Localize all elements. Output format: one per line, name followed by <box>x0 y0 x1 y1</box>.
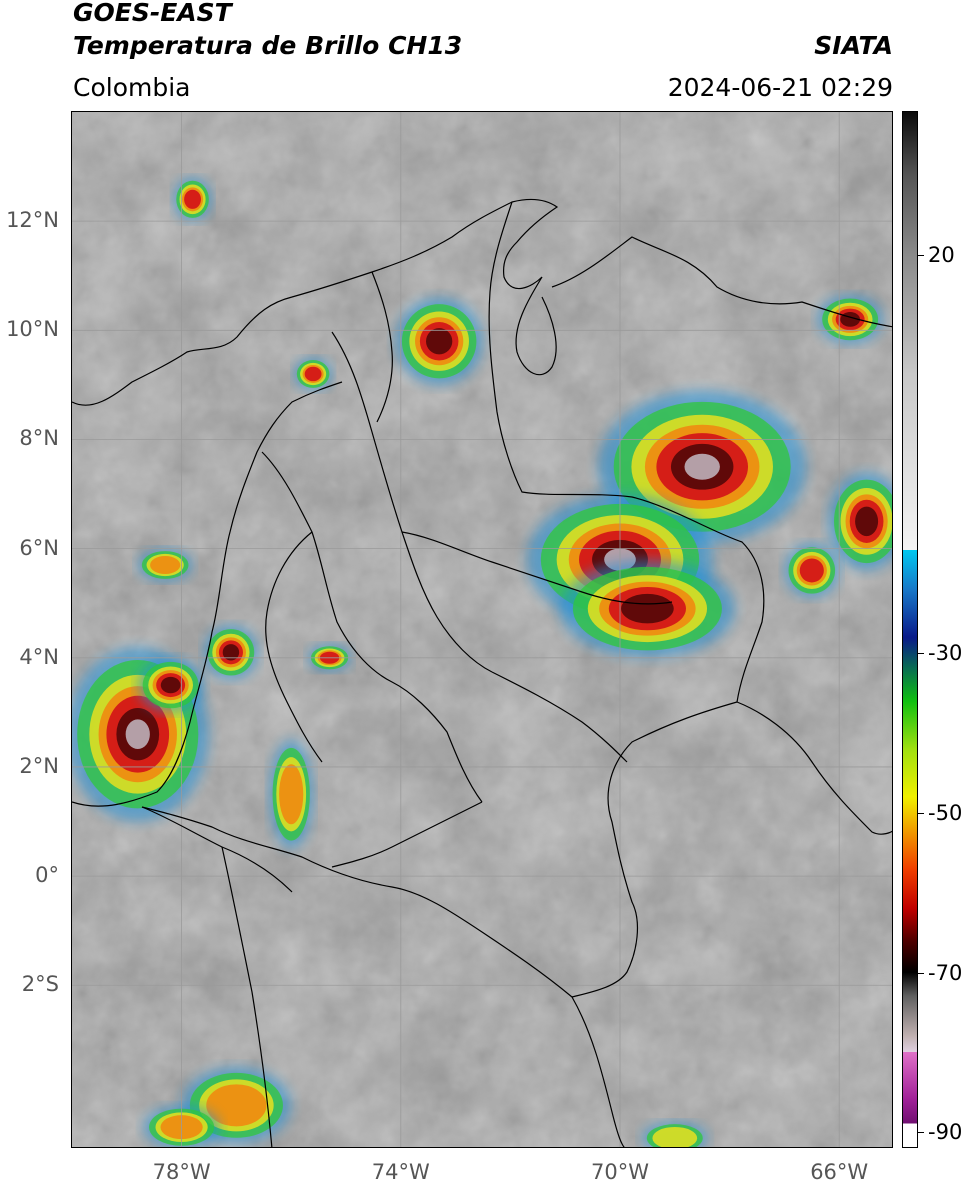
border-internal-7 <box>221 846 273 1147</box>
borders <box>72 198 892 1147</box>
colorbar-tick-label: -90 <box>928 1120 963 1145</box>
storm-cell <box>828 472 892 571</box>
colorbar-tick-mark <box>918 254 924 256</box>
colorbar-tick-mark <box>918 653 924 655</box>
coastline-caribbean <box>72 198 559 406</box>
colorbar-tick-label: 20 <box>928 242 955 267</box>
storm-ring <box>206 1084 267 1127</box>
colorbar-tick-label: -50 <box>928 800 963 825</box>
storm-cell <box>203 625 259 680</box>
lon-tick-label: 78°W <box>152 1160 211 1184</box>
storm-cell <box>559 559 736 658</box>
storm-ring <box>855 506 879 537</box>
lat-tick-label: 10°N <box>6 317 59 342</box>
satellite-map <box>71 111 893 1148</box>
colorbar-tick-mark <box>918 972 924 974</box>
colorbar-tick-label: -30 <box>928 641 963 666</box>
lon-tick-label: 66°W <box>810 1160 869 1184</box>
border-internal-6 <box>491 671 628 763</box>
storm-cell <box>641 1121 708 1147</box>
colorbar-tick-label: -70 <box>928 960 963 985</box>
agency-label: SIATA <box>814 31 893 60</box>
storm-ring <box>222 644 240 661</box>
coastline-pacific <box>72 381 343 807</box>
border-internal-4 <box>265 531 323 763</box>
region-label: Colombia <box>73 73 191 102</box>
border-internal-5 <box>331 801 483 868</box>
storm-ring <box>621 593 674 624</box>
storm-ring <box>184 189 201 209</box>
storm-cell <box>395 297 483 385</box>
storm-cell <box>269 739 314 849</box>
lat-tick-label: 6°N <box>19 535 59 560</box>
storm-cell <box>598 390 807 544</box>
lat-tick-label: 4°N <box>19 644 59 669</box>
storm-ring <box>426 328 453 355</box>
border-internal-8 <box>371 271 393 423</box>
coastline-venezuela <box>551 236 892 328</box>
datetime-label: 2024-06-21 02:29 <box>667 73 893 102</box>
storm-cell <box>817 294 884 344</box>
coastline-lake <box>515 276 557 376</box>
border-internal-3 <box>401 531 673 605</box>
border-colombia-venezuela <box>488 201 765 703</box>
storm-ring <box>304 366 322 382</box>
border-venezuela-brazil <box>736 701 892 835</box>
storm-cell <box>173 177 212 222</box>
storm-ring <box>799 558 824 583</box>
cloud-detail <box>72 112 892 1147</box>
satellite-title: GOES-EAST <box>73 0 232 27</box>
lat-tick-label: 12°N <box>6 208 59 233</box>
graticule <box>72 112 892 1147</box>
storm-ring <box>684 453 720 480</box>
colorbar-fill <box>902 111 918 1148</box>
lon-tick-label: 70°W <box>591 1160 649 1184</box>
map-canvas <box>72 112 892 1147</box>
border-peru-brazil <box>571 996 625 1147</box>
storm-cell <box>137 548 193 582</box>
storm-ring <box>279 764 304 825</box>
border-colombia-peru <box>141 806 573 998</box>
storm-ring <box>150 555 181 575</box>
storm-ring <box>160 676 181 694</box>
storm-ring <box>125 719 150 750</box>
border-internal-2 <box>331 331 493 673</box>
storm-ring <box>652 1126 698 1147</box>
colorbar <box>902 111 918 1148</box>
lon-tick-label: 74°W <box>371 1160 430 1184</box>
lat-tick-label: 2°N <box>19 753 59 778</box>
storm-cell <box>784 543 840 598</box>
lat-tick-label: 0° <box>35 863 59 888</box>
storm-cell <box>293 357 333 391</box>
lat-tick-label: 2°S <box>21 972 59 997</box>
product-title: Temperatura de Brillo CH13 <box>73 31 463 60</box>
border-internal-1 <box>261 451 483 803</box>
border-colombia-brazil <box>571 701 738 998</box>
colorbar-tick-mark <box>918 1132 924 1134</box>
storm-cell <box>137 657 204 713</box>
lat-tick-label: 8°N <box>19 426 59 451</box>
colorbar-tick-mark <box>918 812 924 814</box>
